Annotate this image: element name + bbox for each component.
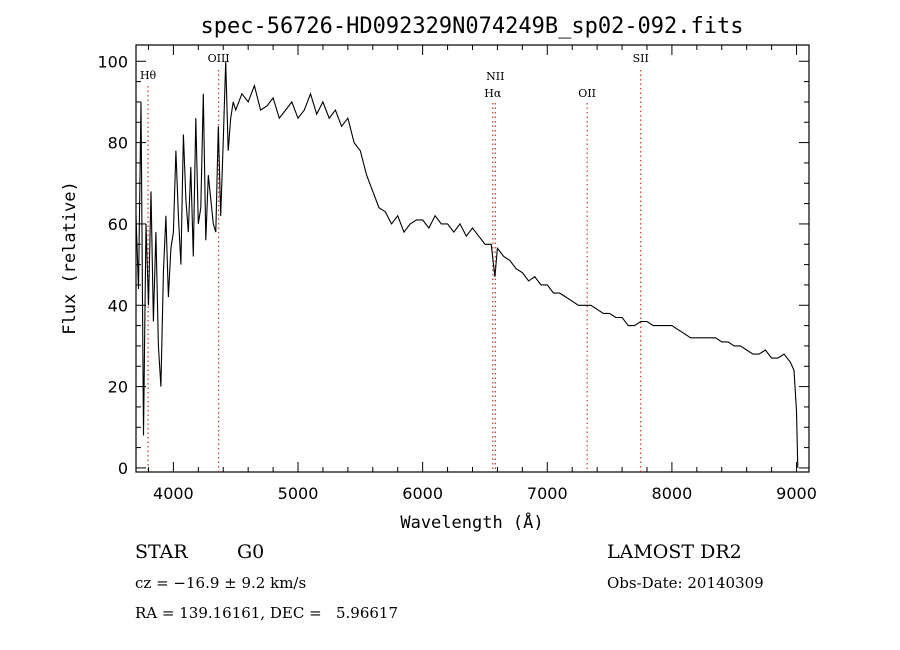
x-tick-label: 8000	[652, 484, 693, 503]
y-tick-label: 20	[108, 378, 128, 397]
emission-line-label: SII	[633, 52, 649, 65]
emission-line-label: NII	[486, 70, 504, 83]
x-tick-label: 6000	[402, 484, 443, 503]
plot-frame	[135, 44, 810, 473]
chart-title: spec-56726-HD092329N074249B_sp02-092.fit…	[200, 14, 743, 39]
y-axis-label: Flux (relative)	[60, 181, 80, 335]
spectrum-line	[135, 61, 799, 468]
emission-line-label: Hθ	[140, 69, 157, 82]
x-tick-label: 5000	[278, 484, 319, 503]
emission-line-label: Hα	[484, 87, 502, 100]
obs-date: Obs-Date: 20140309	[607, 574, 764, 592]
y-tick-label: 0	[118, 459, 128, 478]
coordinates-text: RA = 139.16161, DEC = 5.96617	[135, 604, 399, 622]
x-tick-label: 4000	[153, 484, 194, 503]
x-tick-label: 7000	[527, 484, 568, 503]
y-tick-label: 60	[108, 215, 128, 234]
x-tick-label: 9000	[776, 484, 817, 503]
object-subclass: G0	[237, 541, 265, 563]
y-tick-label: 100	[97, 52, 128, 71]
survey-label: LAMOST DR2	[607, 541, 742, 563]
axis-ticks: 4000 5000 6000 7000 8000 9000 0 20 40 60 80 100	[97, 45, 817, 503]
y-tick-label: 80	[108, 134, 128, 153]
emission-line-label: OII	[578, 87, 596, 100]
x-axis-label: Wavelength (Å)	[400, 511, 543, 533]
redshift-text: cz = −16.9 ± 9.2 km/s	[135, 574, 307, 592]
emission-line-label: OIII	[208, 52, 230, 65]
object-class: STAR	[135, 541, 188, 563]
y-tick-label: 40	[108, 296, 128, 315]
emission-line-markers: Hθ OIII NII Hα OII SII	[140, 52, 649, 472]
